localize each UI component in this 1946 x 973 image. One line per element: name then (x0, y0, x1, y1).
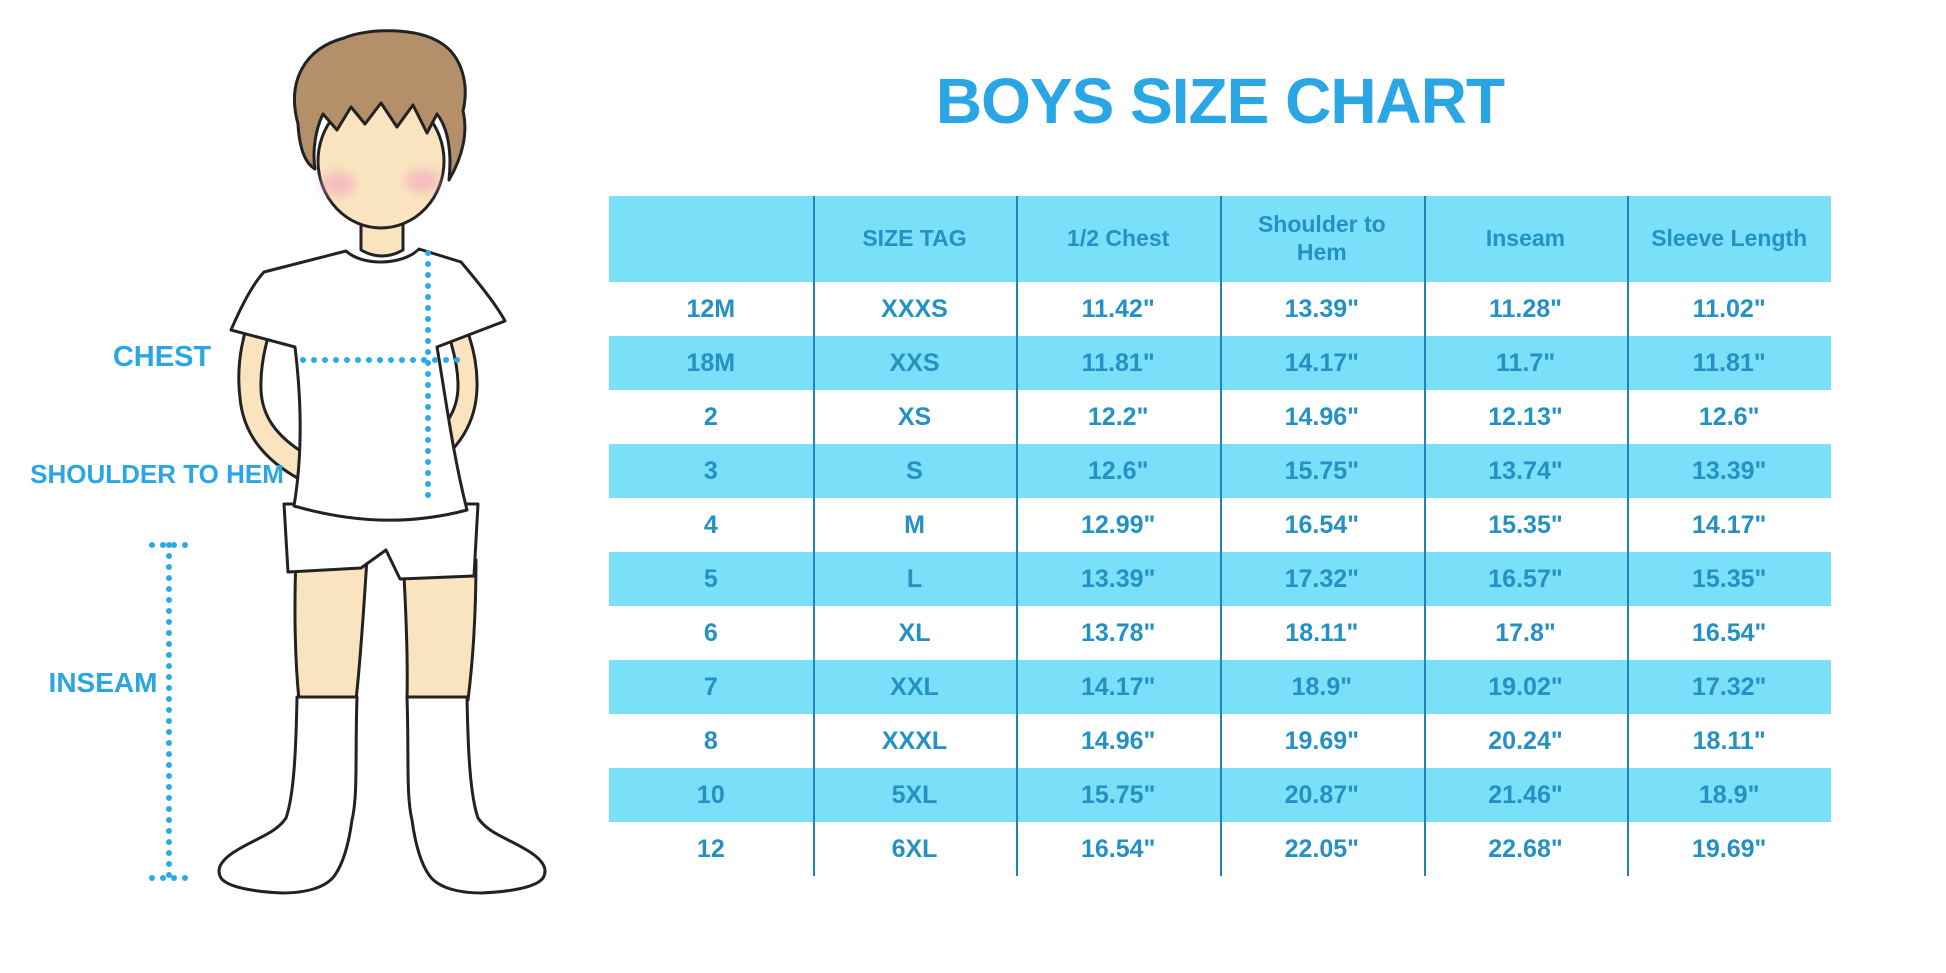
table-cell: 11.81" (1081, 348, 1155, 377)
table-cell: 15.75" (1080, 780, 1156, 809)
column-divider (1423, 196, 1426, 876)
table-cell: 16.54" (1284, 510, 1360, 539)
table-cell: 17.32" (1284, 564, 1360, 593)
table-cell: L (906, 564, 923, 593)
table-cell: XXXL (881, 726, 948, 755)
shoulder-to-hem-label: SHOULDER TO HEM (30, 459, 284, 489)
table-cell: 12.99" (1080, 510, 1156, 539)
table-cell: 12.2" (1087, 402, 1149, 431)
boy-right-sock (405, 695, 547, 895)
table-cell: 20.24" (1488, 726, 1563, 755)
table-cell: M (904, 510, 925, 539)
table-cell: 12.6" (1087, 456, 1149, 485)
table-cell: 13.39" (1080, 564, 1156, 593)
column-divider (1220, 196, 1222, 876)
table-cell: 5XL (891, 780, 938, 809)
inseam-dotted-line (149, 542, 199, 881)
boy-left-sock (217, 695, 359, 895)
table-cell: 11.42" (1081, 294, 1155, 323)
table-cell: 14.17" (1691, 510, 1767, 539)
table-cell: 11.81" (1692, 348, 1766, 377)
row-label-cell: 2 (703, 402, 718, 431)
row-label-cell: 3 (703, 456, 718, 485)
table-cell: 14.96" (1080, 726, 1156, 755)
table-cell: 14.96" (1284, 402, 1360, 431)
row-label-cell: 7 (703, 672, 718, 701)
table-cell: 16.54" (1080, 834, 1156, 863)
header-cell-0 (609, 196, 813, 282)
boy-illustration (149, 29, 547, 895)
table-cell: 21.46" (1488, 780, 1563, 809)
inseam-label: INSEAM (48, 667, 158, 698)
table-cell: 18.9" (1291, 672, 1353, 701)
table-cell: XS (897, 402, 932, 431)
table-cell: 17.8" (1495, 618, 1556, 647)
size-table: SIZE TAG 1/2 Chest Shoulder to Hem Inseam Sl… (609, 196, 1831, 876)
row-label-cell: 18M (686, 348, 736, 377)
table-cell: 13.78" (1080, 618, 1156, 647)
table-cell: XL (898, 618, 931, 647)
column-divider (1016, 196, 1019, 876)
table-cell: XXL (890, 672, 939, 701)
table-cell: 19.02" (1488, 672, 1563, 701)
table-cell: 20.87" (1284, 780, 1360, 809)
table-cell: 18.11" (1692, 726, 1766, 755)
header-cell-3: Shoulder to Hem (1257, 211, 1386, 265)
table-cell: XXS (889, 348, 940, 377)
table-cell: 18.9" (1698, 780, 1760, 809)
column-divider (812, 196, 815, 876)
header-cell-5: Sleeve Length (1651, 225, 1808, 252)
row-label-cell: 12M (686, 294, 736, 323)
row-label-cell: 4 (703, 510, 718, 539)
table-cell: 12.6" (1698, 402, 1760, 431)
table-cell: 18.11" (1285, 618, 1359, 647)
table-cell: 11.02" (1692, 294, 1766, 323)
table-cell: 15.35" (1488, 510, 1563, 539)
header-cell-2: 1/2 Chest (1067, 225, 1170, 252)
chest-label: CHEST (112, 341, 212, 373)
page-title: BOYS SIZE CHART (935, 65, 1505, 137)
table-cell: 12.13" (1488, 402, 1563, 431)
table-cell: 15.35" (1691, 564, 1767, 593)
table-cell: 14.17" (1284, 348, 1360, 377)
boy-left-knee (293, 553, 369, 702)
row-label-cell: 6 (703, 618, 718, 647)
table-cell: S (906, 456, 923, 485)
table-cell: 17.32" (1691, 672, 1767, 701)
table-cell: 6XL (891, 834, 938, 863)
table-cell: 11.7" (1495, 348, 1556, 377)
table-cell: 16.57" (1488, 564, 1563, 593)
column-divider (1627, 196, 1630, 876)
table-cell: 22.68" (1488, 834, 1563, 863)
row-label-cell: 5 (703, 564, 718, 593)
boy-shirt (229, 247, 507, 522)
table-cell: 14.17" (1080, 672, 1156, 701)
table-cell: 13.74" (1488, 456, 1563, 485)
boy-right-blush (406, 169, 440, 193)
header-cell-1: SIZE TAG (862, 225, 967, 252)
boy-left-blush (321, 172, 355, 196)
boy-shorts (282, 502, 480, 581)
row-label-cell: 8 (703, 726, 718, 755)
boy-hair (293, 29, 467, 182)
table-cell: 19.69" (1691, 834, 1767, 863)
table-cell: 19.69" (1284, 726, 1360, 755)
row-label-cell: 12 (696, 834, 725, 863)
header-cell-4: Inseam (1485, 225, 1566, 252)
table-cell: XXXS (881, 294, 948, 323)
table-cell: 11.28" (1488, 294, 1563, 323)
table-cell: 16.54" (1691, 618, 1767, 647)
row-label-cell: 10 (696, 780, 725, 809)
table-cell: 22.05" (1284, 834, 1360, 863)
table-cell: 13.39" (1691, 456, 1767, 485)
table-cell: 13.39" (1284, 294, 1360, 323)
table-cell: 15.75" (1284, 456, 1360, 485)
